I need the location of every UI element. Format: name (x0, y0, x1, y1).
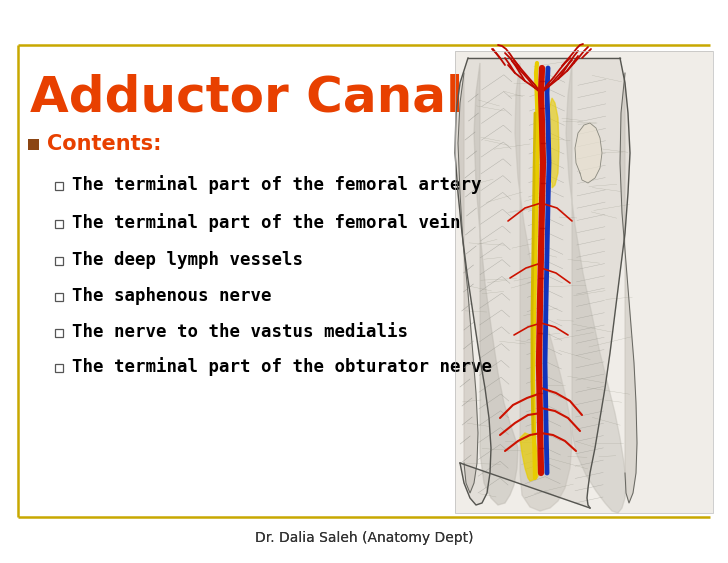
Bar (455, 51, 713, 513)
Polygon shape (575, 123, 602, 183)
Bar (55, 293, 63, 301)
Bar (55, 220, 63, 228)
Bar (55, 364, 63, 372)
Text: The terminal part of the femoral artery: The terminal part of the femoral artery (72, 176, 481, 194)
Bar (55, 257, 63, 265)
Text: The terminal part of the femoral vein: The terminal part of the femoral vein (72, 213, 461, 233)
Text: The saphenous nerve: The saphenous nerve (72, 287, 272, 305)
Text: The deep lymph vessels: The deep lymph vessels (72, 251, 303, 269)
Polygon shape (547, 98, 559, 188)
Bar (55, 329, 63, 337)
Polygon shape (458, 73, 478, 493)
Text: Adductor Canal: Adductor Canal (30, 73, 463, 121)
Polygon shape (455, 58, 630, 508)
Text: Contents:: Contents: (47, 134, 162, 154)
Bar (55, 182, 63, 190)
Bar (455, 51, 713, 513)
Polygon shape (520, 433, 540, 481)
Bar (28, 139, 39, 150)
Text: Dr. Dalia Saleh (Anatomy Dept): Dr. Dalia Saleh (Anatomy Dept) (255, 531, 473, 545)
Text: Dr. Dalia Saleh (Anatomy Dept): Dr. Dalia Saleh (Anatomy Dept) (255, 531, 473, 545)
Text: The nerve to the vastus medialis: The nerve to the vastus medialis (72, 323, 408, 341)
Polygon shape (515, 63, 572, 511)
Polygon shape (620, 73, 637, 503)
Text: The terminal part of the obturator nerve: The terminal part of the obturator nerve (72, 358, 492, 377)
Polygon shape (474, 63, 518, 505)
Polygon shape (566, 63, 626, 513)
